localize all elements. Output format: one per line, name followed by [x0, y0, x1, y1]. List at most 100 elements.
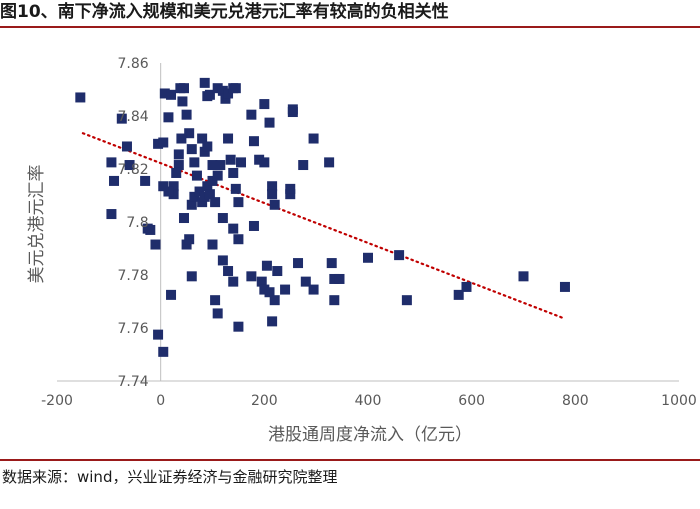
- y-tick-label: 7.86: [117, 56, 148, 72]
- data-point: [197, 133, 208, 144]
- data-point: [233, 234, 244, 245]
- y-tick-label: 7.84: [117, 109, 148, 125]
- data-point: [178, 213, 189, 224]
- data-point: [298, 160, 309, 171]
- data-point: [189, 157, 200, 168]
- data-point: [256, 276, 267, 287]
- y-axis-title: 美元兑港元汇率: [27, 165, 47, 284]
- data-point: [163, 112, 174, 123]
- tick-labels-layer: -200 0 200 400 600 800 1000 7.74 7.76 7.78 7.8 7.82…: [41, 56, 697, 409]
- x-tick-label: 600: [458, 393, 485, 409]
- data-point: [199, 146, 210, 157]
- data-point: [173, 160, 184, 171]
- data-point: [461, 281, 472, 292]
- data-point: [204, 89, 215, 100]
- data-point: [248, 220, 259, 231]
- data-point: [106, 157, 117, 168]
- data-point: [207, 160, 218, 171]
- source-note: 数据来源：wind，兴业证券经济与金融研究院整理: [2, 468, 338, 486]
- data-point: [264, 287, 275, 298]
- data-point: [228, 276, 239, 287]
- data-point: [217, 85, 228, 96]
- data-point: [210, 197, 221, 208]
- y-tick-label: 7.74: [117, 374, 148, 390]
- data-point: [166, 289, 177, 300]
- data-point: [223, 88, 234, 99]
- data-point: [293, 258, 304, 269]
- data-point: [163, 186, 174, 197]
- data-point: [116, 113, 127, 124]
- data-point: [158, 346, 169, 357]
- data-point: [269, 295, 280, 306]
- data-point: [109, 175, 120, 186]
- data-point: [518, 271, 529, 282]
- data-point: [233, 197, 244, 208]
- data-point: [173, 149, 184, 160]
- data-point: [559, 281, 570, 292]
- data-point: [124, 160, 135, 171]
- trendline-layer: [81, 132, 567, 320]
- data-point: [194, 186, 205, 197]
- data-point: [75, 92, 86, 103]
- data-point: [217, 255, 228, 266]
- data-point: [168, 181, 179, 192]
- data-point: [259, 99, 270, 110]
- scatter-chart: -200 0 200 400 600 800 1000 7.74 7.76 7.78 7.8 7.82…: [27, 56, 697, 445]
- data-point: [269, 199, 280, 210]
- data-point: [145, 224, 156, 235]
- points-layer: [75, 77, 570, 357]
- title-rule: [0, 26, 700, 28]
- data-point: [285, 183, 296, 194]
- data-point: [267, 189, 278, 200]
- data-point: [264, 117, 275, 128]
- data-point: [223, 266, 234, 277]
- data-point: [228, 167, 239, 178]
- data-point: [181, 239, 192, 250]
- data-point: [153, 138, 164, 149]
- data-point: [207, 175, 218, 186]
- x-tick-label: -200: [41, 393, 73, 409]
- data-point: [233, 321, 244, 332]
- data-point: [121, 141, 132, 152]
- data-point: [159, 88, 170, 99]
- data-point: [189, 191, 200, 202]
- data-point: [153, 329, 164, 340]
- data-point: [287, 104, 298, 115]
- data-point: [259, 157, 270, 168]
- data-point: [326, 258, 337, 269]
- data-point: [202, 141, 213, 152]
- data-point: [199, 191, 210, 202]
- data-point: [150, 239, 161, 250]
- data-point: [394, 250, 405, 261]
- data-point: [184, 234, 195, 245]
- data-point: [176, 133, 187, 144]
- data-point: [225, 154, 236, 165]
- data-point: [300, 276, 311, 287]
- data-point: [171, 167, 182, 178]
- data-point: [267, 316, 278, 327]
- x-tick-label: 400: [355, 393, 382, 409]
- data-point: [334, 273, 345, 284]
- data-point: [230, 83, 241, 94]
- data-point: [259, 284, 270, 295]
- data-point: [158, 137, 169, 148]
- data-point: [246, 109, 257, 120]
- data-point: [215, 160, 226, 171]
- trendline: [81, 132, 567, 320]
- y-tick-label: 7.76: [117, 321, 148, 337]
- data-point: [177, 96, 188, 107]
- data-point: [272, 266, 283, 277]
- data-point: [223, 133, 234, 144]
- y-tick-label: 7.78: [117, 268, 148, 284]
- data-point: [308, 133, 319, 144]
- data-point: [204, 189, 215, 200]
- data-point: [191, 170, 202, 181]
- data-point: [230, 183, 241, 194]
- data-point: [363, 252, 373, 263]
- data-point: [329, 273, 340, 284]
- axes-layer: [57, 63, 679, 382]
- data-point: [207, 239, 218, 250]
- x-tick-label: 200: [251, 393, 278, 409]
- y-tick-label: 7.82: [117, 162, 148, 178]
- x-tick-label: 800: [562, 393, 589, 409]
